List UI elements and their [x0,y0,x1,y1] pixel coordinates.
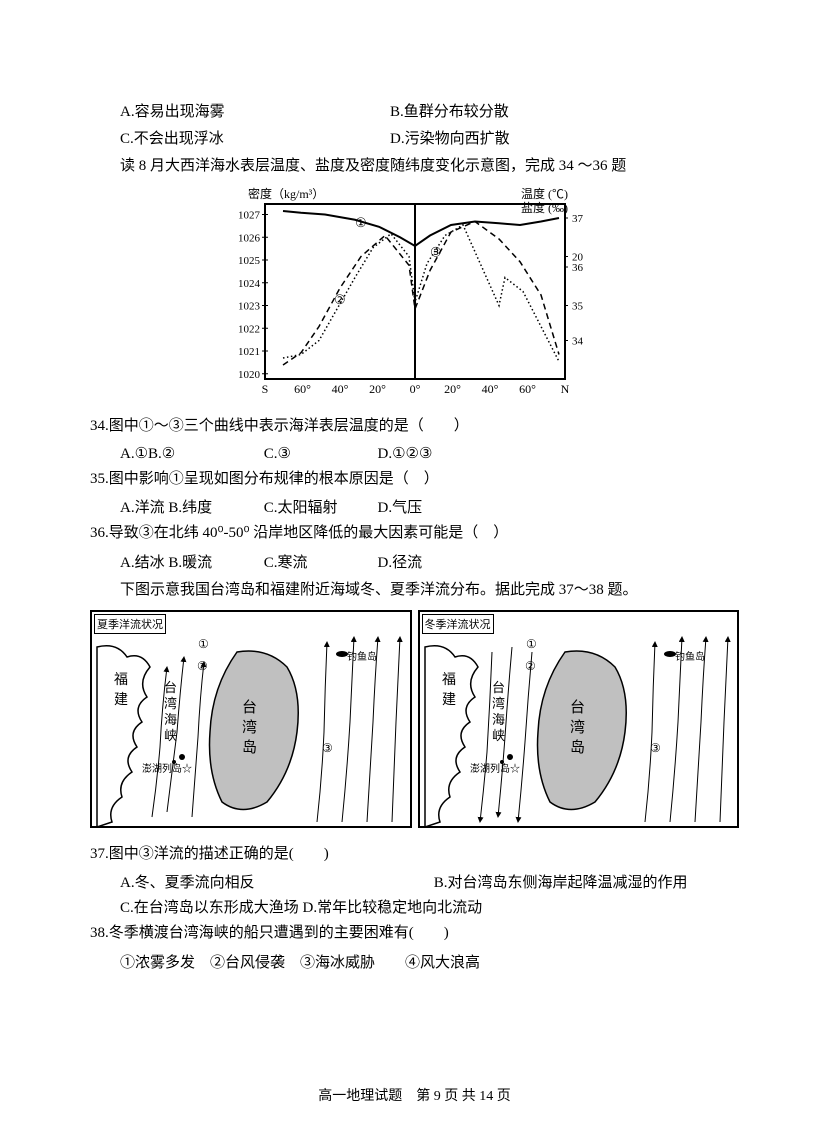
q34-a: A.①B.② [120,444,260,463]
chart-label-salinity: 盐度 (‰) [521,200,568,215]
chart-label-density: 密度（kg/m³） [248,186,324,201]
atlantic-chart-svg: 密度（kg/m³） 温度 (℃) 盐度 (‰) 1027 1026 1025 1024… [210,186,620,404]
svg-text:台: 台 [242,699,257,716]
q36-a: A.结冰 B.暖流 [120,551,260,572]
map-winter-title: 冬季洋流状况 [422,614,494,634]
svg-text:岛: 岛 [570,739,585,756]
svg-text:湾: 湾 [242,719,257,736]
svg-text:1026: 1026 [238,232,261,244]
svg-text:湾: 湾 [492,696,505,711]
map-summer-svg: 福 建 台湾 海峡 台湾岛 澎湖列岛☆ 钓鱼岛 ① ② ③ [92,612,412,828]
svg-text:③: ③ [322,741,333,755]
svg-text:35: 35 [572,301,584,313]
svg-text:1022: 1022 [238,323,260,335]
q35-d: D.气压 [378,496,423,517]
svg-text:①: ① [526,637,537,651]
taiwan-maps: 夏季洋流状况 [90,610,739,828]
svg-text:建: 建 [114,692,128,708]
map-summer-title: 夏季洋流状况 [94,614,166,634]
q38-multi: ①浓雾多发 ②台风侵袭 ③海冰威胁 ④风大浪高 [120,951,480,972]
svg-text:40°: 40° [331,382,348,396]
q35-stem: 35.图中影响①呈现如图分布规律的根本原因是（ ） [90,467,739,493]
q37-cd: C.在台湾岛以东形成大渔场 D.常年比较稳定地向北流动 [120,896,482,917]
svg-text:台: 台 [570,699,585,716]
svg-text:60°: 60° [294,382,311,396]
prev-options-row1: A.容易出现海雾 B.鱼群分布较分散 [90,100,739,121]
q36-stem: 36.导致③在北纬 40⁰-50⁰ 沿岸地区降低的最大因素可能是（ ） [90,521,739,547]
q35-opts: A.洋流 B.纬度 C.太阳辐射 D.气压 [90,496,739,517]
svg-text:峡: 峡 [492,728,505,743]
q34-opts: A.①B.② C.③ D.①②③ [90,444,739,463]
svg-text:澎湖列岛☆: 澎湖列岛☆ [470,762,520,775]
svg-text:S: S [261,382,268,396]
prev-opt-a: A.容易出现海雾 [120,100,350,121]
svg-text:③: ③ [650,741,661,755]
chart-label-temp: 温度 (℃) [521,186,568,201]
svg-text:0°: 0° [409,382,420,396]
q34-c: C.③ [264,444,374,463]
svg-text:20°: 20° [369,382,386,396]
svg-text:岛: 岛 [242,739,257,756]
svg-text:台: 台 [492,680,505,695]
svg-text:N: N [560,382,569,396]
q38-opts: ①浓雾多发 ②台风侵袭 ③海冰威胁 ④风大浪高 [90,951,739,972]
q36-c: C.寒流 [264,551,374,572]
map-l-fujian: 福 [114,672,128,688]
svg-text:福: 福 [442,672,456,688]
svg-text:②: ② [525,659,536,673]
svg-text:36: 36 [572,262,584,274]
intro-37-38: 下图示意我国台湾岛和福建附近海域冬、夏季洋流分布。据此完成 37～38 题。 [90,578,739,602]
svg-text:建: 建 [442,692,456,708]
svg-text:海: 海 [492,712,505,727]
atlantic-chart: 密度（kg/m³） 温度 (℃) 盐度 (‰) 1027 1026 1025 1024… [210,186,620,404]
svg-text:1025: 1025 [238,255,261,267]
svg-text:峡: 峡 [164,728,177,743]
q37-b: B.对台湾岛东侧海岸起降温减湿的作用 [434,871,688,892]
q35-c: C.太阳辐射 [264,496,374,517]
prev-options-row2: C.不会出现浮冰 D.污染物向西扩散 [90,127,739,148]
prev-opt-d: D.污染物向西扩散 [390,127,510,148]
svg-text:②: ② [334,292,346,307]
map-l-diaoyu: 钓鱼岛 [347,650,377,663]
svg-text:1023: 1023 [238,301,261,313]
svg-text:1021: 1021 [238,346,260,358]
q37-opts2: C.在台湾岛以东形成大渔场 D.常年比较稳定地向北流动 [90,896,739,917]
intro-34-36: 读 8 月大西洋海水表层温度、盐度及密度随纬度变化示意图，完成 34 ～36 题 [90,154,739,178]
svg-text:钓鱼岛: 钓鱼岛 [675,650,705,663]
svg-text:湾: 湾 [164,696,177,711]
svg-text:60°: 60° [519,382,536,396]
svg-text:台: 台 [164,680,177,695]
q34-stem: 34.图中①～③三个曲线中表示海洋表层温度的是（ ） [90,414,739,440]
q35-a: A.洋流 B.纬度 [120,496,260,517]
q37-opts1: A.冬、夏季流向相反 B.对台湾岛东侧海岸起降温减湿的作用 [90,871,739,892]
svg-text:①: ① [198,637,209,651]
svg-text:1024: 1024 [238,278,261,290]
svg-text:1020: 1020 [238,369,261,381]
map-winter-svg: 福建 台湾 海峡 台湾岛 澎湖列岛☆ 钓鱼岛 ① ② ③ [420,612,740,828]
svg-text:34: 34 [572,336,584,348]
map-summer: 夏季洋流状况 [90,610,412,828]
prev-opt-b: B.鱼群分布较分散 [390,100,509,121]
q34-d: D.①②③ [378,444,433,463]
svg-text:37: 37 [572,213,584,225]
svg-text:20°: 20° [444,382,461,396]
svg-text:1027: 1027 [238,210,261,222]
svg-text:海: 海 [164,712,177,727]
q38-stem: 38.冬季横渡台湾海峡的船只遭遇到的主要困难有( ) [90,921,739,947]
map-winter: 冬季洋流状况 福建 台湾 海峡 [418,610,740,828]
page-footer: 高一地理试题 第 9 页 共 14 页 [0,1085,829,1105]
svg-text:40°: 40° [481,382,498,396]
prev-opt-c: C.不会出现浮冰 [120,127,350,148]
q37-a: A.冬、夏季流向相反 [120,871,430,892]
map-l-penghu: 澎湖列岛☆ [142,762,192,775]
q36-opts: A.结冰 B.暖流 C.寒流 D.径流 [90,551,739,572]
svg-text:湾: 湾 [570,719,585,736]
q37-stem: 37.图中③洋流的描述正确的是( ) [90,842,739,868]
q36-d: D.径流 [378,551,423,572]
svg-text:②: ② [197,659,208,673]
